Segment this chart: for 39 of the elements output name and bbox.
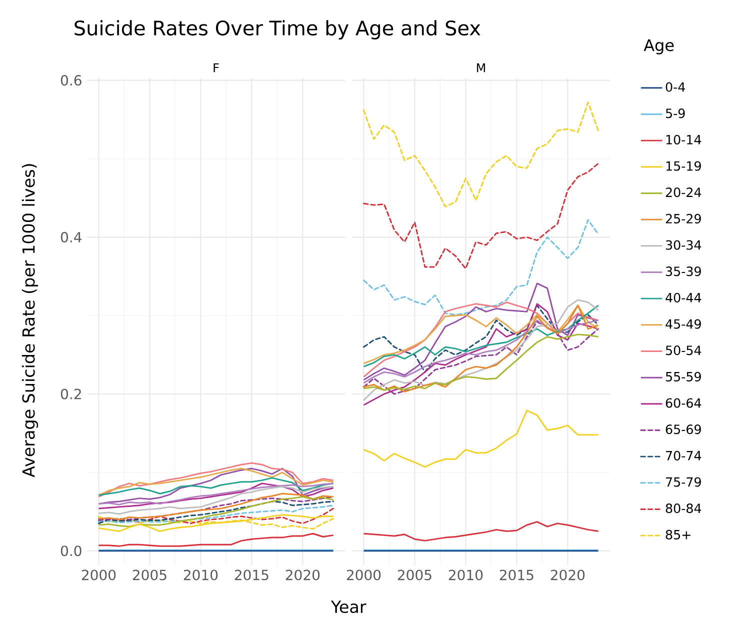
x-tick-label: 2010 [184,570,218,580]
y-tick-label: 0.2 [60,388,81,400]
y-axis-title: Average Suicide Rate (per 1000 lives) [22,164,38,478]
legend-label: 0-4 [666,82,685,92]
x-axis-title: Year [330,600,366,614]
x-tick-label: 2015 [234,570,268,580]
line-series [98,477,334,496]
legend-label: 75-79 [666,477,701,487]
legend-label: 30-34 [666,240,702,250]
legend-label: 10-14 [666,134,702,144]
x-tick-label: 2005 [132,570,166,580]
legend-label: 25-29 [666,214,701,224]
legend-label: 85+ [666,530,690,540]
legend-label: 5-9 [666,108,685,118]
legend-label: 45-49 [666,319,701,329]
legend-label: 60-64 [666,398,702,408]
y-tick-label: 0.0 [60,546,82,556]
x-tick-label: 2010 [448,570,483,580]
legend-label: 65-69 [666,424,701,434]
legend-title: Age [644,39,674,54]
y-tick-label: 0.4 [60,232,82,242]
legend-label: 70-74 [666,450,702,460]
legend-label: 15-19 [666,161,701,171]
legend-label: 20-24 [666,188,702,198]
chart-subtitle: F [214,63,219,72]
legend-label: 80-84 [666,504,702,514]
legend-label: 55-59 [666,372,701,382]
y-tick-label: 0.6 [60,75,82,86]
legend-label: 35-39 [666,266,701,276]
x-tick-label: 2000 [82,570,116,580]
x-tick-label: 2015 [500,570,534,580]
x-tick-label: 2020 [286,570,320,580]
x-tick-label: 2020 [550,570,585,580]
x-tick-label: 2000 [346,570,381,580]
legend-label: 40-44 [666,292,702,302]
chart-subtitle: M [477,63,486,72]
x-tick-label: 2005 [398,570,432,580]
legend-label: 50-54 [666,346,702,356]
chart-title: Suicide Rates Over Time by Age and Sex [74,20,480,40]
